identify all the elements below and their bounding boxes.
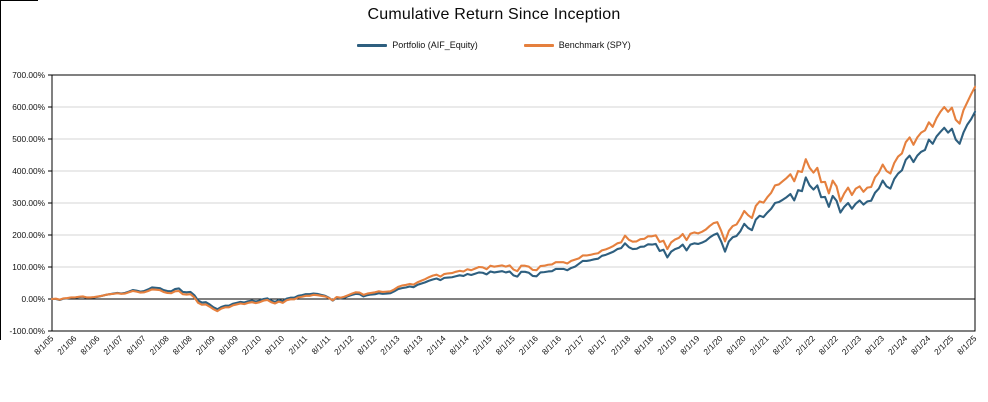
x-tick-label: 8/1/19 (678, 333, 702, 357)
y-tick-label: 600.00% (12, 102, 45, 112)
x-tick-label: 8/1/15 (494, 333, 518, 357)
x-tick-label: 2/1/20 (701, 333, 725, 357)
series-line-portfolio (50, 110, 977, 311)
x-tick-label: 8/1/21 (770, 333, 794, 357)
x-tick-label: 8/1/24 (909, 333, 933, 357)
x-tick-label: 8/1/12 (355, 333, 379, 357)
x-tick-label: 2/1/10 (240, 333, 264, 357)
x-tick-label: 2/1/12 (332, 333, 356, 357)
x-tick-label: 8/1/14 (447, 333, 471, 357)
x-tick-label: 2/1/15 (470, 333, 494, 357)
x-tick-label: 8/1/23 (863, 333, 887, 357)
x-tick-label: 2/1/24 (886, 333, 910, 357)
x-tick-label: 2/1/11 (286, 333, 309, 356)
x-tick-label: 8/1/07 (124, 333, 148, 357)
x-tick-label: 8/1/13 (401, 333, 425, 357)
legend-label-benchmark: Benchmark (SPY) (558, 40, 631, 50)
legend-item-portfolio[interactable]: Portfolio (AIF_Equity) (357, 40, 478, 50)
y-tick-label: 0.00% (21, 294, 45, 304)
legend-label-portfolio: Portfolio (AIF_Equity) (392, 40, 478, 50)
y-tick-label: 700.00% (12, 70, 45, 80)
x-tick-label: 8/1/20 (724, 333, 748, 357)
x-tick-label: 2/1/08 (147, 333, 171, 357)
y-tick-label: 300.00% (12, 198, 45, 208)
legend-line-swatch-benchmark (523, 43, 554, 47)
x-tick-label: 8/1/25 (955, 333, 979, 357)
x-tick-label: 8/1/18 (632, 333, 656, 357)
series-line-benchmark (50, 85, 977, 313)
y-tick-label: -100.00% (9, 326, 45, 336)
y-tick-label: 100.00% (12, 262, 45, 272)
legend-line-swatch-portfolio (357, 43, 388, 47)
legend-item-benchmark[interactable]: Benchmark (SPY) (523, 40, 631, 50)
chart-legend: Portfolio (AIF_Equity) Benchmark (SPY) (0, 40, 988, 50)
x-tick-label: 8/1/17 (586, 333, 610, 357)
x-tick-label: 2/1/22 (793, 333, 817, 357)
x-tick-label: 8/1/06 (78, 333, 102, 357)
y-tick-label: 500.00% (12, 134, 45, 144)
x-tick-label: 8/1/10 (263, 333, 287, 357)
x-tick-label: 2/1/25 (932, 333, 956, 357)
x-tick-label: 2/1/06 (55, 333, 79, 357)
x-tick-label: 2/1/13 (378, 333, 402, 357)
x-tick-label: 8/1/08 (170, 333, 194, 357)
x-tick-label: 8/1/22 (817, 333, 841, 357)
x-tick-label: 8/1/16 (540, 333, 564, 357)
frame-edge-left (0, 0, 1, 340)
y-tick-label: 200.00% (12, 230, 45, 240)
x-tick-label: 8/1/05 (32, 333, 56, 357)
x-tick-label: 2/1/07 (101, 333, 125, 357)
x-tick-label: 8/1/11 (309, 333, 332, 356)
x-tick-label: 2/1/14 (424, 333, 448, 357)
x-tick-label: 2/1/19 (655, 333, 679, 357)
x-tick-label: 2/1/21 (747, 333, 771, 357)
x-tick-label: 2/1/18 (609, 333, 633, 357)
x-tick-label: 2/1/09 (194, 333, 218, 357)
x-tick-label: 2/1/17 (563, 333, 587, 357)
y-tick-label: 400.00% (12, 166, 45, 176)
x-tick-label: 8/1/09 (217, 333, 241, 357)
frame-edge-top (0, 0, 38, 1)
x-tick-label: 2/1/23 (840, 333, 864, 357)
chart-title: Cumulative Return Since Inception (367, 6, 621, 23)
x-tick-label: 2/1/16 (517, 333, 541, 357)
